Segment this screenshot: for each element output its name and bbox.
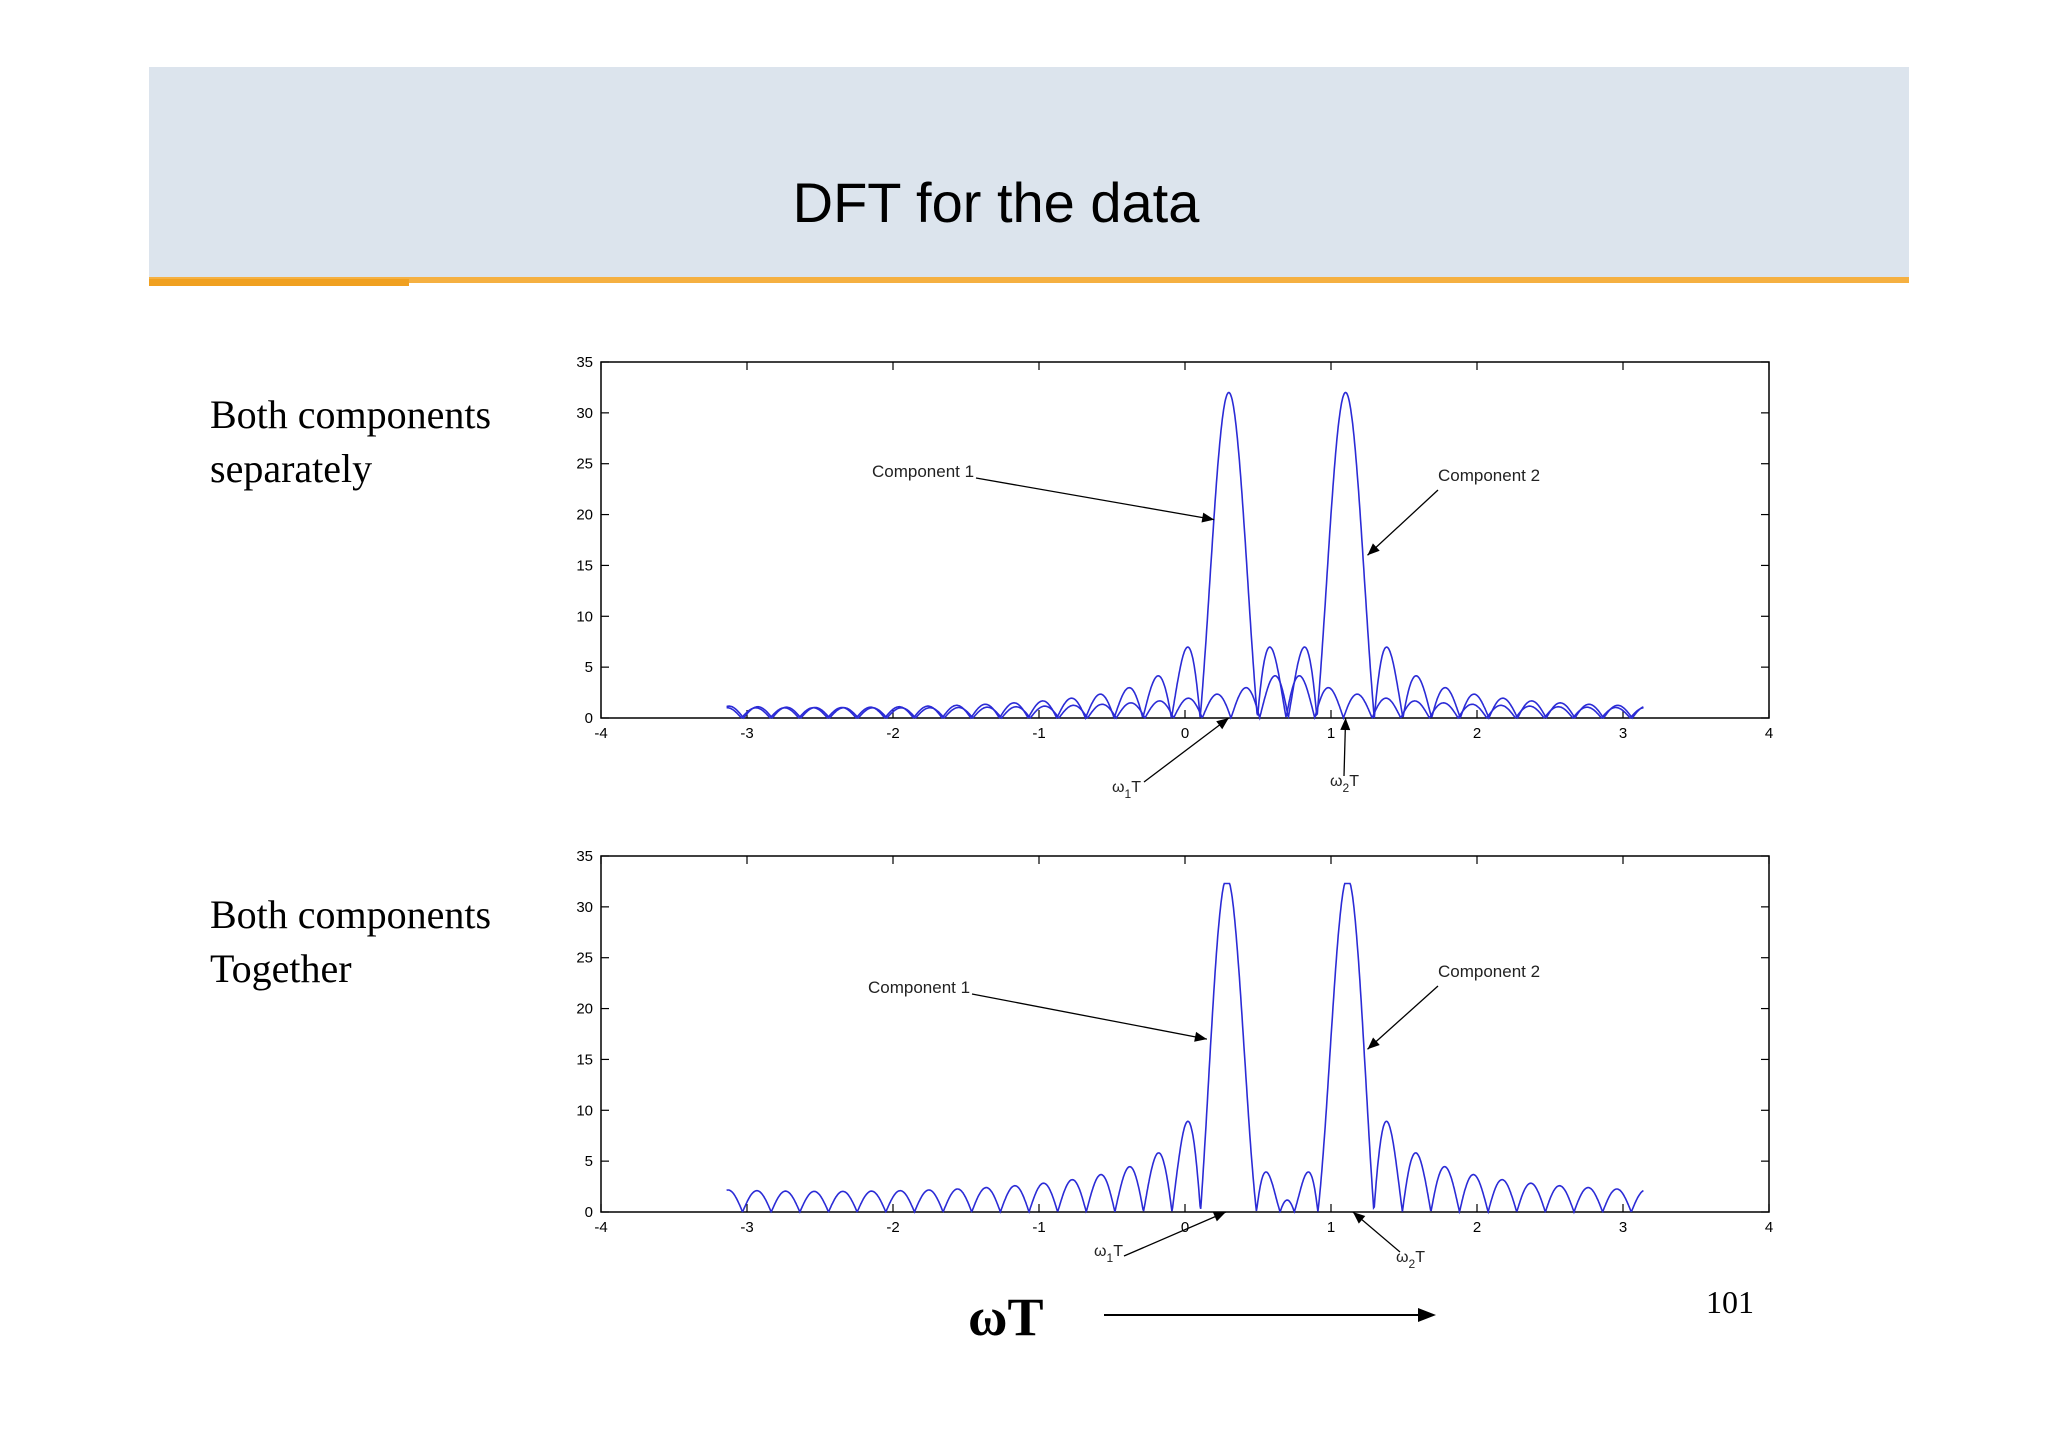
frequency-annotation: ω1T — [1112, 779, 1141, 801]
dft-plot-separate: 0 5 10 15 20 25 30 35 -4 -3 -2 -1 0 1 2 3 4 Component 1 Co… — [576, 354, 1773, 801]
frequency-annotation: ω2T — [1396, 1249, 1425, 1271]
annotation-arrow — [1367, 489, 1439, 556]
series-line-1 — [726, 882, 1644, 1215]
top-plot-label-line-2: separately — [210, 446, 373, 491]
y-tick-label: 5 — [585, 1153, 593, 1170]
x-tick-label: 0 — [1181, 1219, 1189, 1236]
y-tick-label: 30 — [576, 899, 593, 916]
dft-plot-together: 0 5 10 15 20 25 30 35 -4 -3 -2 -1 0 1 2 3 4 Component 1 Co… — [576, 848, 1773, 1271]
x-tick-label: 2 — [1473, 1219, 1481, 1236]
page-number: 101 — [1706, 1284, 1754, 1320]
header-rule-accent — [149, 279, 409, 286]
header-rule — [149, 277, 1909, 283]
y-tick-label: 35 — [576, 354, 593, 371]
y-tick-label: 25 — [576, 950, 593, 967]
top-plot-label: Both components separately — [210, 388, 550, 496]
x-tick-label: 3 — [1619, 725, 1627, 742]
y-tick-label: 30 — [576, 405, 593, 422]
annotation-arrowhead — [1201, 512, 1215, 523]
x-tick-label: 0 — [1181, 725, 1189, 742]
bottom-plot-label: Both components Together — [210, 888, 550, 996]
annotation-arrowhead — [1352, 1212, 1366, 1224]
frequency-annotation: ω2T — [1330, 773, 1359, 795]
x-tick-label: 1 — [1327, 1219, 1335, 1236]
annotation-arrow — [971, 993, 1208, 1040]
x-tick-label: -2 — [886, 725, 899, 742]
frequency-annotation: ω1T — [1094, 1243, 1123, 1265]
component-annotation: Component 1 — [868, 978, 970, 997]
annotation-arrowhead — [1194, 1031, 1207, 1042]
y-tick-label: 0 — [585, 710, 593, 727]
x-tick-label: -4 — [594, 1219, 607, 1236]
x-tick-label: 2 — [1473, 725, 1481, 742]
slide-header — [149, 67, 1909, 277]
x-tick-label: -2 — [886, 1219, 899, 1236]
annotation-arrowhead — [1212, 1212, 1226, 1222]
xaxis-caption: ωT — [968, 1287, 1044, 1347]
x-tick-label: -1 — [1032, 1219, 1045, 1236]
y-tick-label: 20 — [576, 1001, 593, 1018]
annotation-arrow — [1143, 717, 1230, 783]
y-tick-label: 10 — [576, 608, 593, 625]
bottom-plot-label-line-1: Both components — [210, 892, 492, 937]
bottom-plot-label-line-2: Together — [210, 946, 352, 991]
y-tick-label: 15 — [576, 1051, 593, 1068]
slide-title: DFT for the data — [792, 171, 1200, 234]
component-annotation: Component 1 — [872, 462, 974, 481]
annotation-arrowhead — [1216, 718, 1229, 730]
annotation-arrow — [1367, 985, 1439, 1050]
y-tick-label: 15 — [576, 557, 593, 574]
component-annotation: Component 2 — [1438, 962, 1540, 981]
x-tick-label: 4 — [1765, 725, 1773, 742]
top-plot-label-line-1: Both components — [210, 392, 492, 437]
annotation-arrow — [975, 477, 1215, 521]
x-tick-label: 1 — [1327, 725, 1335, 742]
annotation-arrow — [1123, 1211, 1227, 1257]
y-tick-label: 0 — [585, 1204, 593, 1221]
x-tick-label: -4 — [594, 725, 607, 742]
annotation-arrowhead — [1340, 718, 1351, 731]
x-tick-label: 4 — [1765, 1219, 1773, 1236]
annotation-arrowhead — [1367, 543, 1380, 556]
xaxis-arrow-icon — [1104, 1308, 1436, 1322]
component-annotation: Component 2 — [1438, 466, 1540, 485]
plot-frame — [600, 855, 1770, 1213]
x-tick-label: -3 — [740, 1219, 753, 1236]
y-tick-label: 10 — [576, 1102, 593, 1119]
x-tick-label: 3 — [1619, 1219, 1627, 1236]
y-tick-label: 35 — [576, 848, 593, 865]
y-tick-label: 5 — [585, 659, 593, 676]
y-tick-label: 20 — [576, 507, 593, 524]
series-line-2 — [726, 391, 1644, 721]
annotation-arrowhead — [1367, 1037, 1380, 1050]
x-tick-label: -1 — [1032, 725, 1045, 742]
y-tick-label: 25 — [576, 456, 593, 473]
x-tick-label: -3 — [740, 725, 753, 742]
